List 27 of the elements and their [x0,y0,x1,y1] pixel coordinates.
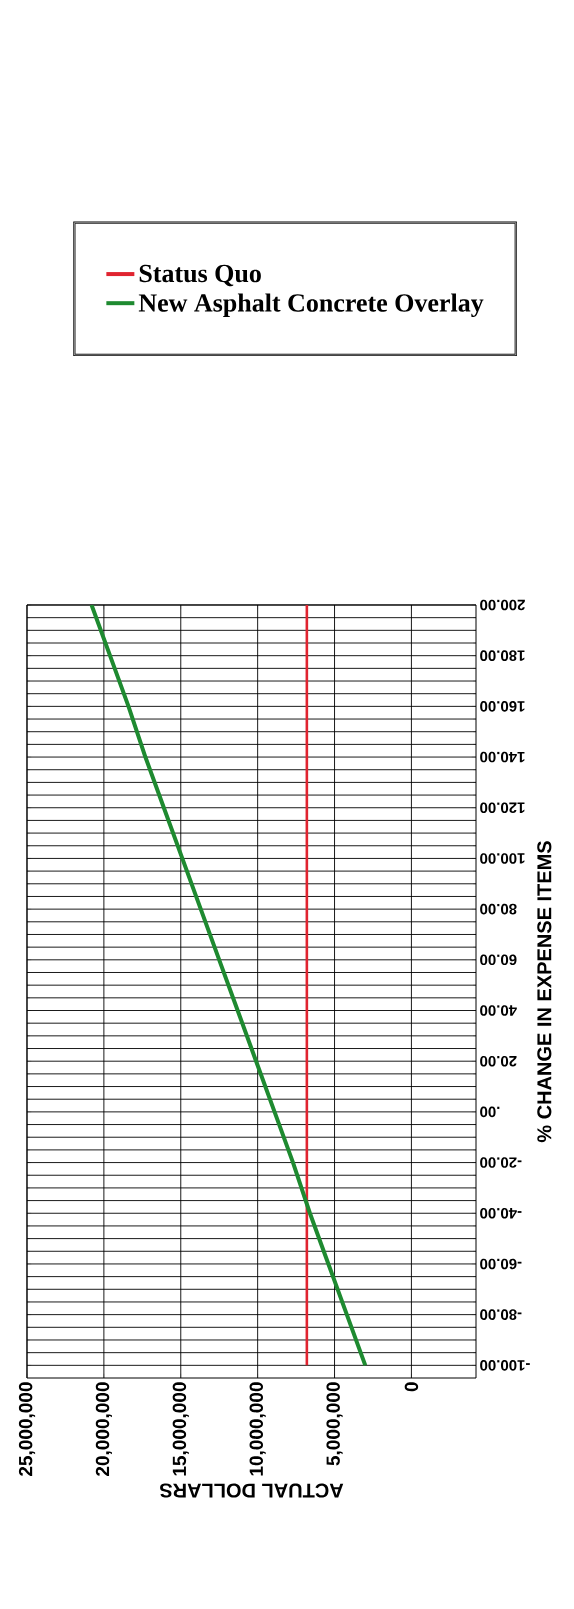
y-tick-label: 140.00 [480,751,525,763]
x-tick-label: 5,000,000 [326,1382,343,1466]
y-tick-label: -20.00 [480,1157,522,1168]
x-tick-label: 0 [404,1382,419,1392]
y-tick-label: -80.00 [480,1309,522,1320]
x-axis-title: ACTUAL DOLLARS [160,1483,344,1498]
y-tick-label: .00 [480,1106,500,1118]
y-tick-label: 200.00 [480,599,525,611]
x-tick-label: 15,000,000 [172,1382,189,1476]
x-tick-label: 10,000,000 [249,1382,266,1476]
y-tick-label: 120.00 [480,802,525,814]
y-tick-label: -60.00 [480,1258,522,1270]
y-tick-label: 40.00 [480,1005,517,1016]
legend-label: New Asphalt Concrete Overlay [138,293,484,318]
x-tick-label: 25,000,000 [18,1382,36,1476]
y-tick-label: 100.00 [480,853,525,864]
x-tick-label: 20,000,000 [95,1382,112,1476]
y-tick-label: 180.00 [480,650,525,661]
y-tick-label: 160.00 [480,701,525,712]
y-tick-label: -100.00 [480,1360,530,1371]
y-tick-label: 80.00 [480,903,517,915]
legend-label: Status Quo [139,264,261,287]
y-axis-title: % CHANGE IN EXPENSE ITEMS [537,841,552,1143]
y-tick-label: 20.00 [480,1055,517,1067]
y-tick-label: -40.00 [480,1207,522,1219]
line-series [89,604,368,1368]
y-tick-label: 60.00 [480,954,517,966]
